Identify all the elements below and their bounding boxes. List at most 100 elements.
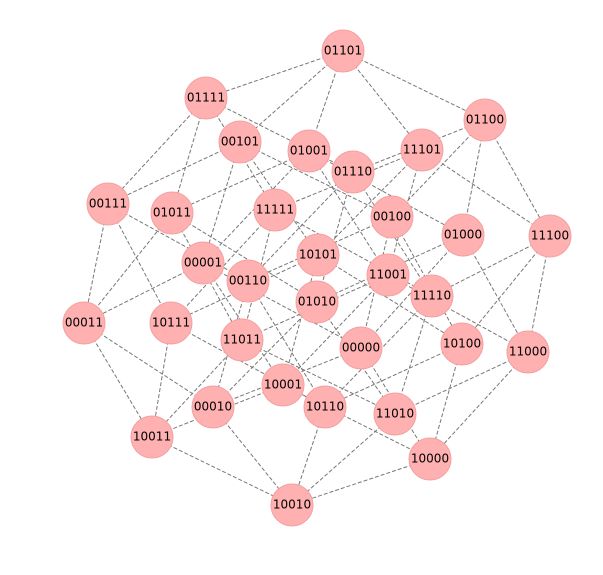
node: 10101 xyxy=(296,233,340,277)
node-label: 00011 xyxy=(65,316,103,330)
edge xyxy=(324,343,463,408)
node: 10010 xyxy=(270,483,314,527)
edge xyxy=(83,322,214,408)
node-label: 11011 xyxy=(223,333,261,347)
node-circle xyxy=(410,274,454,318)
node-circle xyxy=(408,437,452,481)
edge xyxy=(360,234,464,349)
node: 00111 xyxy=(86,182,130,226)
edge xyxy=(151,339,243,438)
node-circle xyxy=(220,318,264,362)
node-label: 00110 xyxy=(229,274,267,288)
node-circle xyxy=(181,241,225,285)
edge xyxy=(241,339,396,415)
node: 11000 xyxy=(506,330,550,374)
node-circle xyxy=(261,363,305,407)
edge xyxy=(462,234,529,353)
edge xyxy=(394,351,529,415)
node-label: 00111 xyxy=(89,197,127,211)
node-label: 00001 xyxy=(184,256,222,270)
node-label: 10000 xyxy=(411,452,449,466)
node-circle xyxy=(506,330,550,374)
node-circle xyxy=(150,191,194,235)
node: 10001 xyxy=(261,363,305,407)
node: 00100 xyxy=(370,195,414,239)
node-circle xyxy=(331,150,375,194)
node-circle xyxy=(270,483,314,527)
node: 11110 xyxy=(410,274,454,318)
edge xyxy=(291,413,396,506)
edge xyxy=(151,436,293,506)
node: 00010 xyxy=(191,385,235,429)
edge xyxy=(308,150,464,236)
edge xyxy=(212,280,249,408)
node-circle xyxy=(366,253,410,297)
node: 10011 xyxy=(130,415,174,459)
node-label: 01000 xyxy=(444,228,482,242)
edge xyxy=(239,141,393,218)
node-label: 11100 xyxy=(531,229,569,243)
node-label: 11010 xyxy=(376,407,414,421)
node: 01000 xyxy=(441,213,485,257)
edge xyxy=(83,212,173,324)
edge xyxy=(107,203,249,282)
edge xyxy=(421,149,551,237)
node-circle xyxy=(184,76,228,120)
node: 11011 xyxy=(220,318,264,362)
node-label: 11111 xyxy=(256,203,294,217)
edge xyxy=(170,209,276,324)
node-circle xyxy=(400,128,444,172)
node: 01010 xyxy=(295,280,339,324)
edge xyxy=(316,171,354,303)
node: 00011 xyxy=(62,301,106,345)
edge xyxy=(212,301,318,408)
node-circle xyxy=(528,214,572,258)
edge xyxy=(317,254,463,345)
node-label: 01011 xyxy=(153,206,191,220)
edge xyxy=(387,274,529,353)
node: 10000 xyxy=(408,437,452,481)
node: 11100 xyxy=(528,214,572,258)
node-circle xyxy=(130,415,174,459)
node-label: 00000 xyxy=(342,341,380,355)
edge xyxy=(429,351,529,460)
node-label: 11001 xyxy=(369,268,407,282)
node-label: 01101 xyxy=(324,44,362,58)
node: 10110 xyxy=(303,385,347,429)
node: 11101 xyxy=(400,128,444,172)
node-label: 11101 xyxy=(403,143,441,157)
node: 00001 xyxy=(181,241,225,285)
edge xyxy=(151,384,284,438)
edge xyxy=(308,150,389,276)
edge xyxy=(391,119,486,218)
edge xyxy=(484,119,551,237)
node-label: 10110 xyxy=(306,400,344,414)
node: 11010 xyxy=(373,392,417,436)
edge xyxy=(360,347,431,460)
node-circle xyxy=(321,29,365,73)
node-label: 10111 xyxy=(152,316,190,330)
edge xyxy=(431,235,551,297)
edge xyxy=(202,150,310,264)
node: 01101 xyxy=(321,29,365,73)
node: 00101 xyxy=(218,120,262,164)
node-circle xyxy=(463,98,507,142)
node-label: 01100 xyxy=(466,113,504,127)
node-circle xyxy=(62,301,106,345)
node-label: 10011 xyxy=(133,430,171,444)
node: 01110 xyxy=(331,150,375,194)
edge xyxy=(83,262,204,324)
node: 10111 xyxy=(149,301,193,345)
node-circle xyxy=(287,129,331,173)
node-label: 11110 xyxy=(413,289,451,303)
node-circle xyxy=(441,213,485,257)
node-label: 01111 xyxy=(187,91,225,105)
edge xyxy=(107,203,172,324)
node-circle xyxy=(339,326,383,370)
node-circle xyxy=(440,322,484,366)
node-circle xyxy=(86,182,130,226)
edge xyxy=(342,50,486,121)
node-label: 10001 xyxy=(264,378,302,392)
node: 10100 xyxy=(440,322,484,366)
